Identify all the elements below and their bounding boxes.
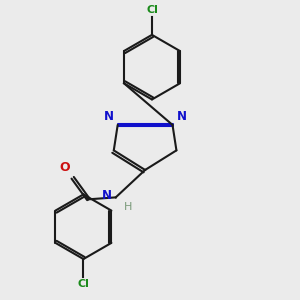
Text: N: N [104,110,114,123]
Text: H: H [124,202,132,212]
Text: Cl: Cl [77,279,89,289]
Text: N: N [176,110,186,123]
Text: O: O [59,161,70,174]
Text: N: N [102,189,112,202]
Text: Cl: Cl [146,5,158,15]
